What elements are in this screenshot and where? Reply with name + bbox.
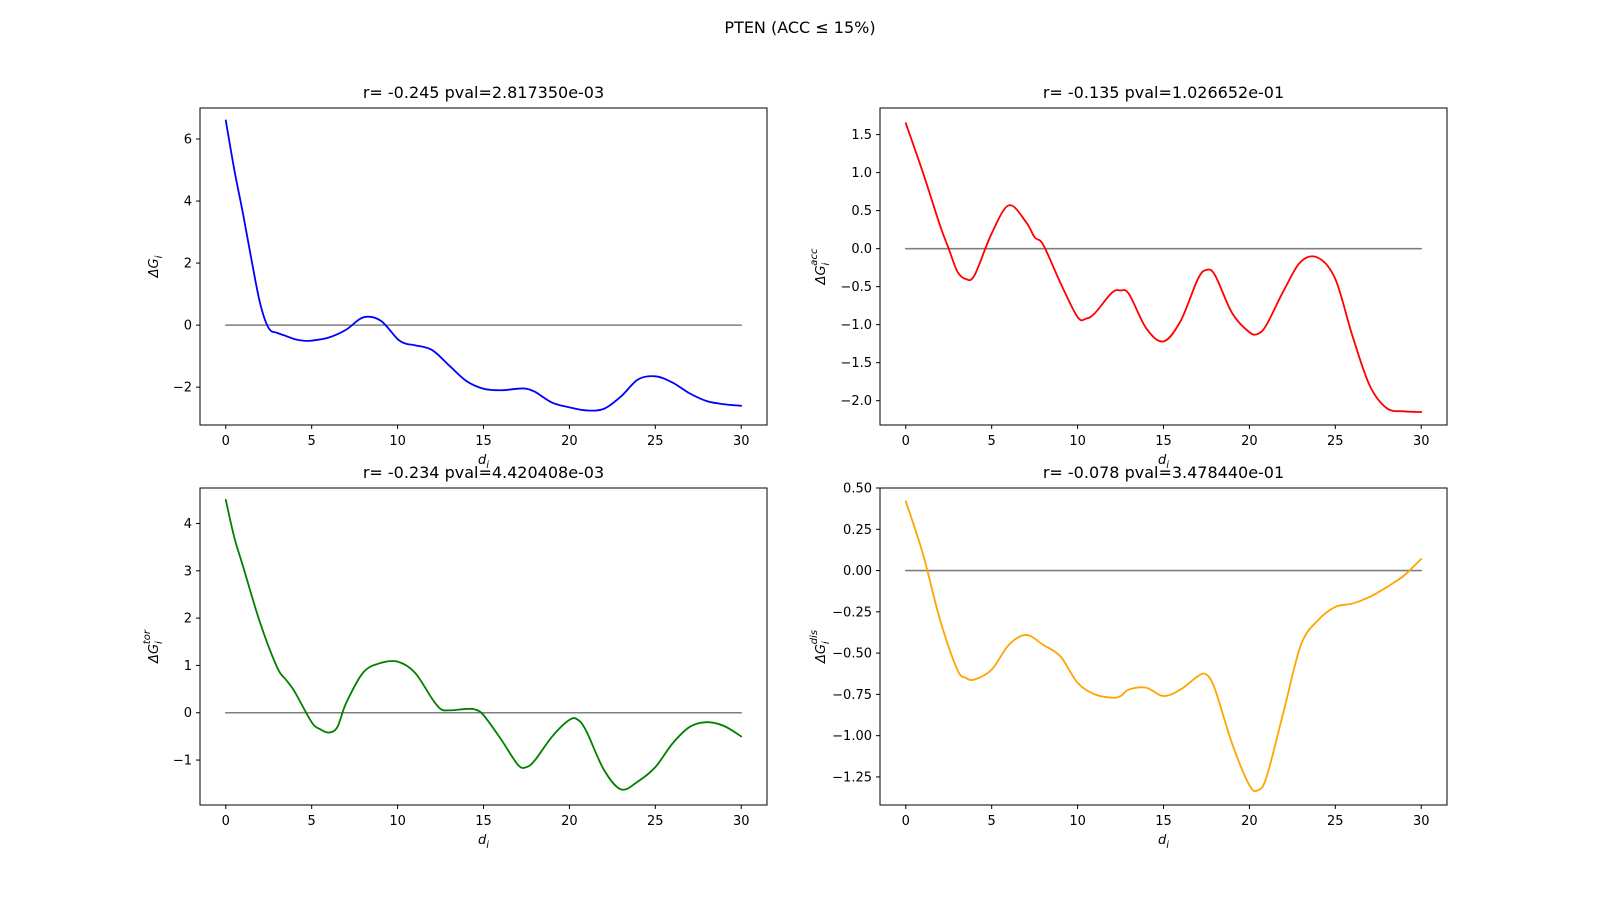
series-line — [224, 498, 743, 791]
x-tick-label: 20 — [1241, 434, 1258, 449]
y-tick-label: −0.50 — [832, 647, 872, 662]
y-axis-label-subscript: i — [154, 255, 165, 258]
y-axis-label-subscript: i — [821, 641, 832, 644]
y-axis-label: ΔGi — [147, 255, 165, 278]
x-tick-label: 10 — [389, 814, 406, 829]
x-tick-label: 30 — [1413, 434, 1430, 449]
x-tick-label: 5 — [988, 434, 996, 449]
subplot-title: r= -0.135 pval=1.026652e-01 — [1043, 83, 1284, 102]
x-tick-label: 30 — [733, 814, 750, 829]
x-tick-label: 15 — [1155, 434, 1172, 449]
x-tick-label: 20 — [561, 814, 578, 829]
y-tick-label: 6 — [184, 133, 192, 148]
x-axis-label-subscript: i — [1166, 460, 1169, 471]
y-tick-label: −0.25 — [832, 605, 872, 620]
subplot-grid: r= -0.245 pval=2.817350e-030 5 10 15 20 25 30−… — [142, 83, 1448, 851]
x-axis-label-subscript: i — [486, 460, 489, 471]
y-tick-label: −1.25 — [832, 770, 872, 785]
y-axis-label-superscript: acc — [809, 248, 820, 266]
series-line — [904, 500, 1423, 793]
x-tick-label: 15 — [475, 434, 492, 449]
x-tick-label: 0 — [902, 434, 910, 449]
y-tick-label: −0.5 — [840, 280, 872, 295]
y-tick-label: 0.00 — [843, 564, 872, 579]
x-tick-label: 10 — [1069, 434, 1086, 449]
y-axis-label-subscript: i — [821, 262, 832, 265]
figure-suptitle: PTEN (ACC ≤ 15%) — [724, 18, 875, 37]
y-tick-label: 1 — [184, 659, 192, 674]
x-tick-label: 25 — [647, 814, 664, 829]
y-tick-label: 0.50 — [843, 482, 872, 497]
series-group — [224, 119, 743, 412]
y-axis-label-subscript: i — [154, 641, 165, 644]
y-tick-label: 2 — [184, 612, 192, 627]
x-axis-label-subscript: i — [1166, 840, 1169, 851]
series-line — [904, 122, 1423, 413]
y-tick-label: 1.5 — [851, 128, 872, 143]
subplot-title: r= -0.234 pval=4.420408e-03 — [363, 463, 604, 482]
x-tick-label: 10 — [389, 434, 406, 449]
x-axis-label: di — [1158, 453, 1169, 471]
y-axis-label-superscript: tor — [142, 629, 153, 644]
series-group — [904, 122, 1423, 413]
y-axis-label-superscript: dis — [809, 630, 820, 644]
y-tick-label: 1.0 — [851, 166, 872, 181]
subplot-1: r= -0.245 pval=2.817350e-030 5 10 15 20 25 30−… — [147, 83, 768, 471]
y-tick-label: −1.00 — [832, 729, 872, 744]
y-tick-label: 0.5 — [851, 204, 872, 219]
series-line — [224, 119, 743, 412]
y-tick-label: 3 — [184, 564, 192, 579]
y-tick-label: −1 — [173, 754, 192, 769]
subplot-3: r= -0.234 pval=4.420408e-030 5 10 15 20 25 30−… — [142, 463, 768, 851]
x-axis-label: di — [478, 453, 489, 471]
x-tick-label: 25 — [647, 434, 664, 449]
y-tick-label: 4 — [184, 517, 192, 532]
x-tick-label: 20 — [561, 434, 578, 449]
y-tick-label: 0 — [184, 319, 192, 334]
x-tick-label: 30 — [733, 434, 750, 449]
x-axis-label: di — [1158, 833, 1169, 851]
subplot-title: r= -0.078 pval=3.478440e-01 — [1043, 463, 1284, 482]
series-group — [904, 500, 1423, 793]
series-group — [224, 498, 743, 791]
subplot-title: r= -0.245 pval=2.817350e-03 — [363, 83, 604, 102]
x-tick-label: 25 — [1327, 814, 1344, 829]
y-tick-label: −1.5 — [840, 356, 872, 371]
x-tick-label: 0 — [902, 814, 910, 829]
y-tick-label: −0.75 — [832, 688, 872, 703]
x-tick-label: 25 — [1327, 434, 1344, 449]
x-tick-label: 30 — [1413, 814, 1430, 829]
x-tick-label: 5 — [308, 434, 316, 449]
y-tick-label: −1.0 — [840, 318, 872, 333]
y-tick-label: 0 — [184, 706, 192, 721]
x-tick-label: 0 — [222, 814, 230, 829]
x-tick-label: 10 — [1069, 814, 1086, 829]
x-tick-label: 5 — [308, 814, 316, 829]
y-tick-label: 0.25 — [843, 523, 872, 538]
x-axis-label: di — [478, 833, 489, 851]
y-tick-label: −2.0 — [840, 394, 872, 409]
y-tick-label: 2 — [184, 257, 192, 272]
x-tick-label: 0 — [222, 434, 230, 449]
subplot-2: r= -0.135 pval=1.026652e-01 0 5 10 15 20 25 30 −… — [809, 83, 1448, 471]
x-tick-label: 5 — [988, 814, 996, 829]
x-tick-label: 20 — [1241, 814, 1258, 829]
x-tick-label: 15 — [475, 814, 492, 829]
subplot-4: r= -0.078 pval=3.478440e-01 0 5 10 15 20 25 30 −… — [809, 463, 1448, 851]
x-axis-label-subscript: i — [486, 840, 489, 851]
y-tick-label: −2 — [173, 381, 192, 396]
y-tick-label: 4 — [184, 195, 192, 210]
x-tick-label: 15 — [1155, 814, 1172, 829]
y-tick-label: 0.0 — [851, 242, 872, 257]
